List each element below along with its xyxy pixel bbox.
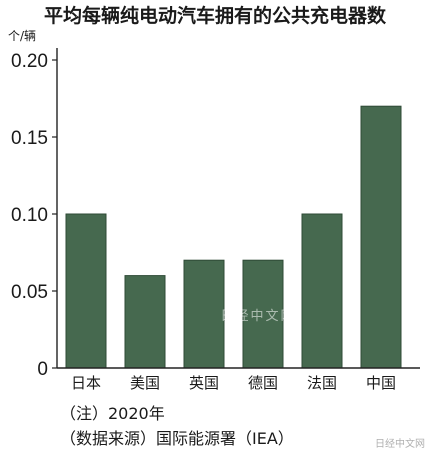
bar-2: [124, 275, 166, 369]
watermark-corner: 日经中文网: [375, 437, 425, 450]
bar-3: [183, 259, 225, 369]
y-axis-ticks: 0 0.05 0.10 0.15 0.20: [11, 51, 57, 380]
x-category-label: 美国: [130, 374, 160, 392]
y-tick-label: 0.10: [11, 205, 48, 226]
y-tick-label: 0.15: [11, 128, 48, 149]
x-category-label: 日本: [71, 374, 101, 392]
watermark-center: 日经中文网: [220, 309, 295, 324]
y-tick-label: 0.05: [11, 282, 48, 303]
x-category-label: 英国: [189, 374, 219, 392]
x-category-label: 法国: [307, 374, 337, 392]
y-tick-label: 0.20: [11, 51, 48, 72]
bar-5: [301, 213, 343, 369]
bar-4: [242, 259, 284, 369]
bar-6: [360, 105, 402, 369]
x-category-label: 中国: [366, 374, 396, 392]
x-category-label: 德国: [248, 374, 278, 392]
chart-title: 平均每辆纯电动汽车拥有的公共充电器数: [44, 4, 387, 27]
y-axis-unit-label: 个/辆: [8, 29, 36, 43]
y-tick-label: 0: [37, 359, 48, 380]
bars: [65, 105, 402, 369]
x-axis-categories: 日本 美国 英国 德国 法国 中国: [71, 374, 396, 392]
note-source: （数据来源）国际能源署（IEA）: [60, 429, 294, 448]
note-year: （注）2020年: [60, 404, 165, 423]
bar-1: [65, 213, 107, 369]
